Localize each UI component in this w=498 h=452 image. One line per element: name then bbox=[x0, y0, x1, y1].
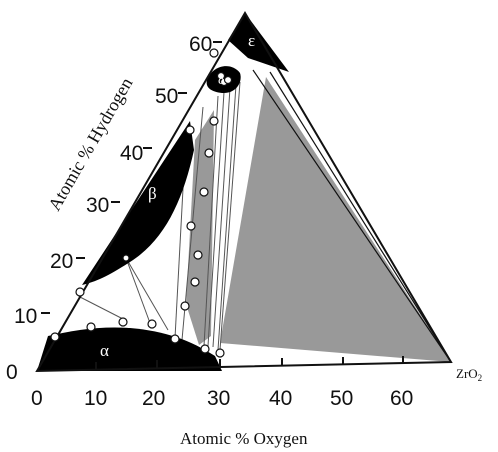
y-tick-label: 10 bbox=[14, 305, 37, 328]
three-phase-regions bbox=[186, 77, 451, 362]
triangle-outline bbox=[35, 11, 453, 373]
phase-epsilon-region bbox=[228, 13, 289, 72]
y-axis-ticks: 0 10 20 30 40 50 60 bbox=[6, 33, 212, 384]
x-tick-label: 30 bbox=[207, 387, 230, 410]
y-tick-label: 60 bbox=[189, 33, 212, 56]
y-tick-label: 0 bbox=[6, 361, 18, 384]
y-tick-label: 30 bbox=[86, 194, 109, 217]
x-tick-label: 40 bbox=[269, 387, 292, 410]
data-points bbox=[50, 48, 233, 358]
x-tick-label: 50 bbox=[330, 387, 353, 410]
phase-label-delta: δ bbox=[218, 73, 225, 88]
x-tick-label: 0 bbox=[31, 387, 43, 410]
x-tick-label: 20 bbox=[142, 387, 165, 410]
phase-label-beta: β bbox=[148, 184, 157, 203]
y-axis-tick-marks bbox=[41, 41, 222, 314]
y-tick-label: 40 bbox=[120, 142, 143, 165]
corner-label-zro2: ZrO2 bbox=[456, 366, 482, 383]
corner-label-main: ZrO bbox=[456, 366, 478, 381]
x-axis-title: Atomic % Oxygen bbox=[180, 429, 308, 448]
phase-alpha-region bbox=[37, 327, 222, 371]
y-tick-label: 20 bbox=[50, 250, 73, 273]
x-axis-tick-marks bbox=[95, 356, 404, 370]
phase-label-epsilon: ε bbox=[248, 31, 255, 50]
three-phase-region-large bbox=[220, 77, 451, 362]
phase-label-alpha: α bbox=[100, 341, 109, 360]
x-tick-label: 60 bbox=[390, 387, 413, 410]
y-tick-label: 50 bbox=[155, 85, 178, 108]
x-tick-label: 10 bbox=[84, 387, 107, 410]
x-axis-ticks: 0 10 20 30 40 50 60 bbox=[31, 387, 413, 410]
corner-label-subscript: 2 bbox=[478, 373, 483, 383]
